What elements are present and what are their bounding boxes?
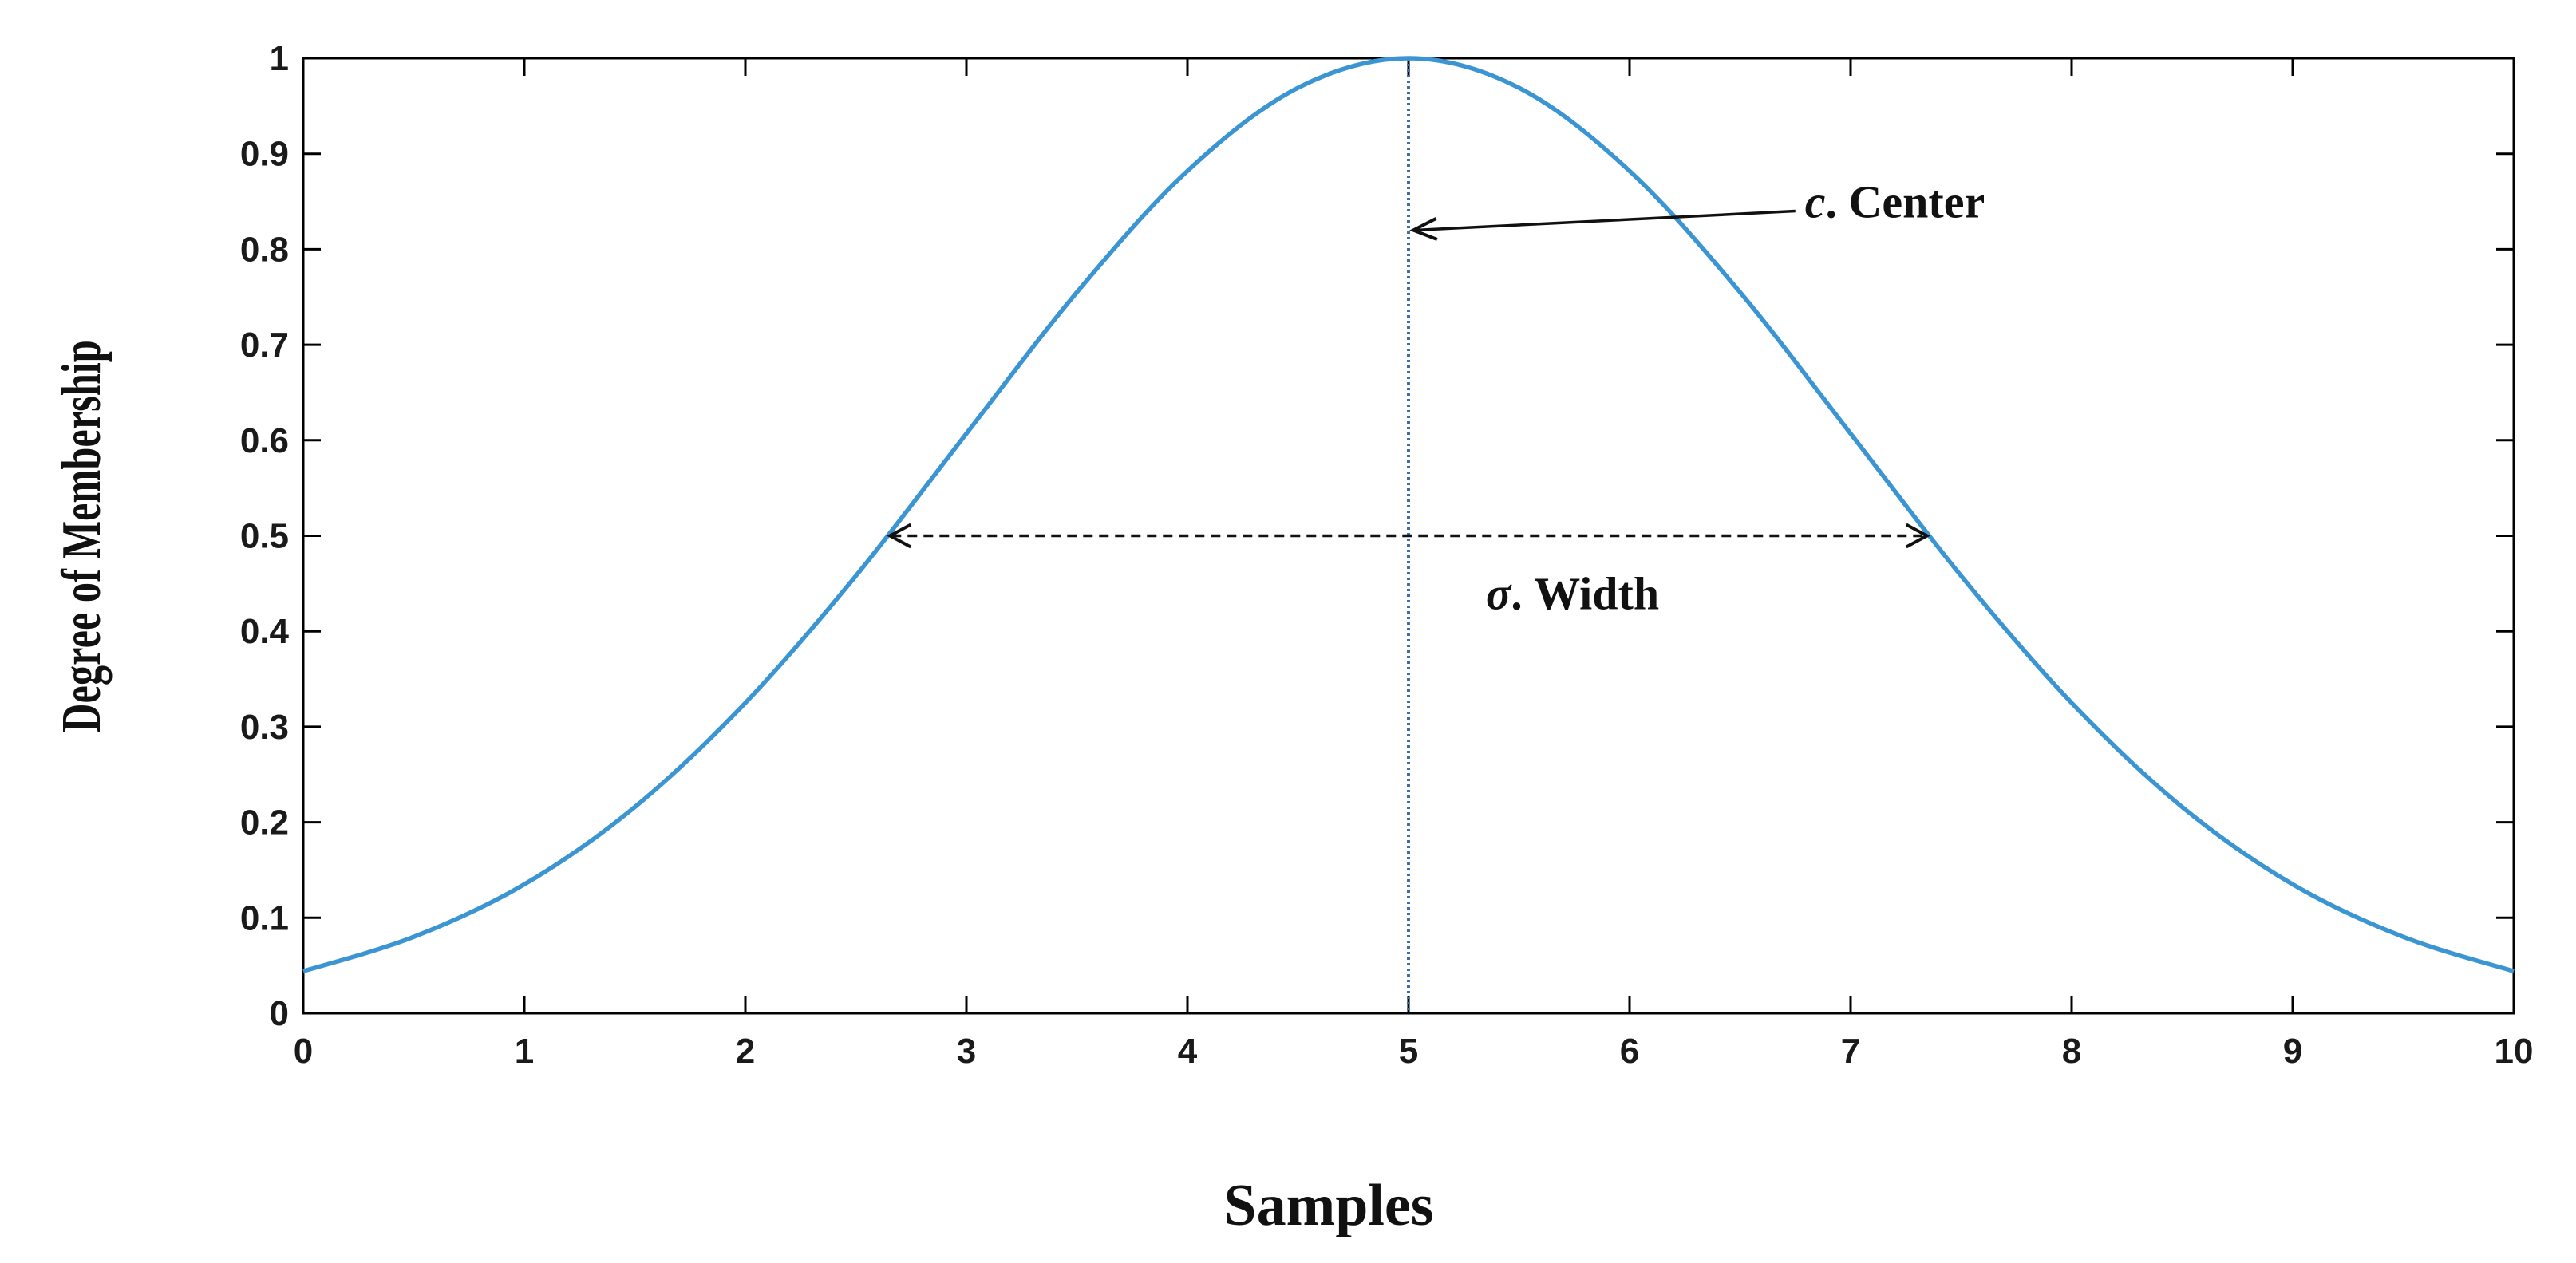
- x-tick-label: 9: [2283, 1032, 2302, 1071]
- x-ticks: 0 1 2 3 4 5 6 7 8 9 10: [294, 58, 2534, 1071]
- x-tick-label: 5: [1399, 1032, 1418, 1071]
- x-tick-label: 1: [515, 1032, 534, 1071]
- x-tick-label: 0: [294, 1032, 313, 1071]
- width-text: . Width: [1511, 567, 1659, 619]
- x-tick-label: 7: [1841, 1032, 1860, 1071]
- center-text: . Center: [1826, 176, 1985, 228]
- x-tick-label: 6: [1620, 1032, 1639, 1071]
- center-symbol: c: [1805, 176, 1826, 228]
- y-tick-label: 0.9: [240, 135, 289, 174]
- x-tick-label: 10: [2495, 1032, 2534, 1071]
- x-tick-label: 3: [957, 1032, 976, 1071]
- y-tick-label: 0.7: [240, 326, 289, 365]
- center-arrowhead: [1409, 217, 1438, 241]
- center-annotation: c. Center: [1805, 176, 1985, 228]
- x-axis-title: Samples: [1223, 1173, 1433, 1238]
- gaussian-membership-curve: [302, 56, 2515, 973]
- width-symbol: σ: [1486, 567, 1512, 619]
- y-tick-label: 1: [270, 39, 289, 78]
- x-tick-label: 2: [736, 1032, 755, 1071]
- y-tick-label: 0.1: [240, 898, 289, 937]
- y-tick-label: 0.6: [240, 421, 289, 460]
- center-arrow: [1416, 209, 1796, 232]
- x-tick-label: 8: [2062, 1032, 2081, 1071]
- x-tick-label: 4: [1178, 1032, 1198, 1071]
- width-arrowhead-left: [887, 523, 912, 549]
- width-annotation: σ. Width: [1486, 567, 1659, 619]
- y-tick-label: 0.5: [240, 517, 289, 556]
- y-tick-label: 0.3: [240, 708, 289, 747]
- y-tick-label: 0.8: [240, 230, 289, 269]
- y-tick-label: 0.4: [240, 612, 290, 651]
- y-tick-label: 0: [270, 994, 289, 1033]
- y-axis-title: Degree of Membership: [51, 340, 113, 732]
- y-ticks: 0 0.1 0.2 0.3 0.4 0.5 0.6 0.7 0.8 0.9 1: [240, 39, 2514, 1033]
- width-arrowhead-right: [1905, 523, 1930, 549]
- y-tick-label: 0.2: [240, 803, 289, 843]
